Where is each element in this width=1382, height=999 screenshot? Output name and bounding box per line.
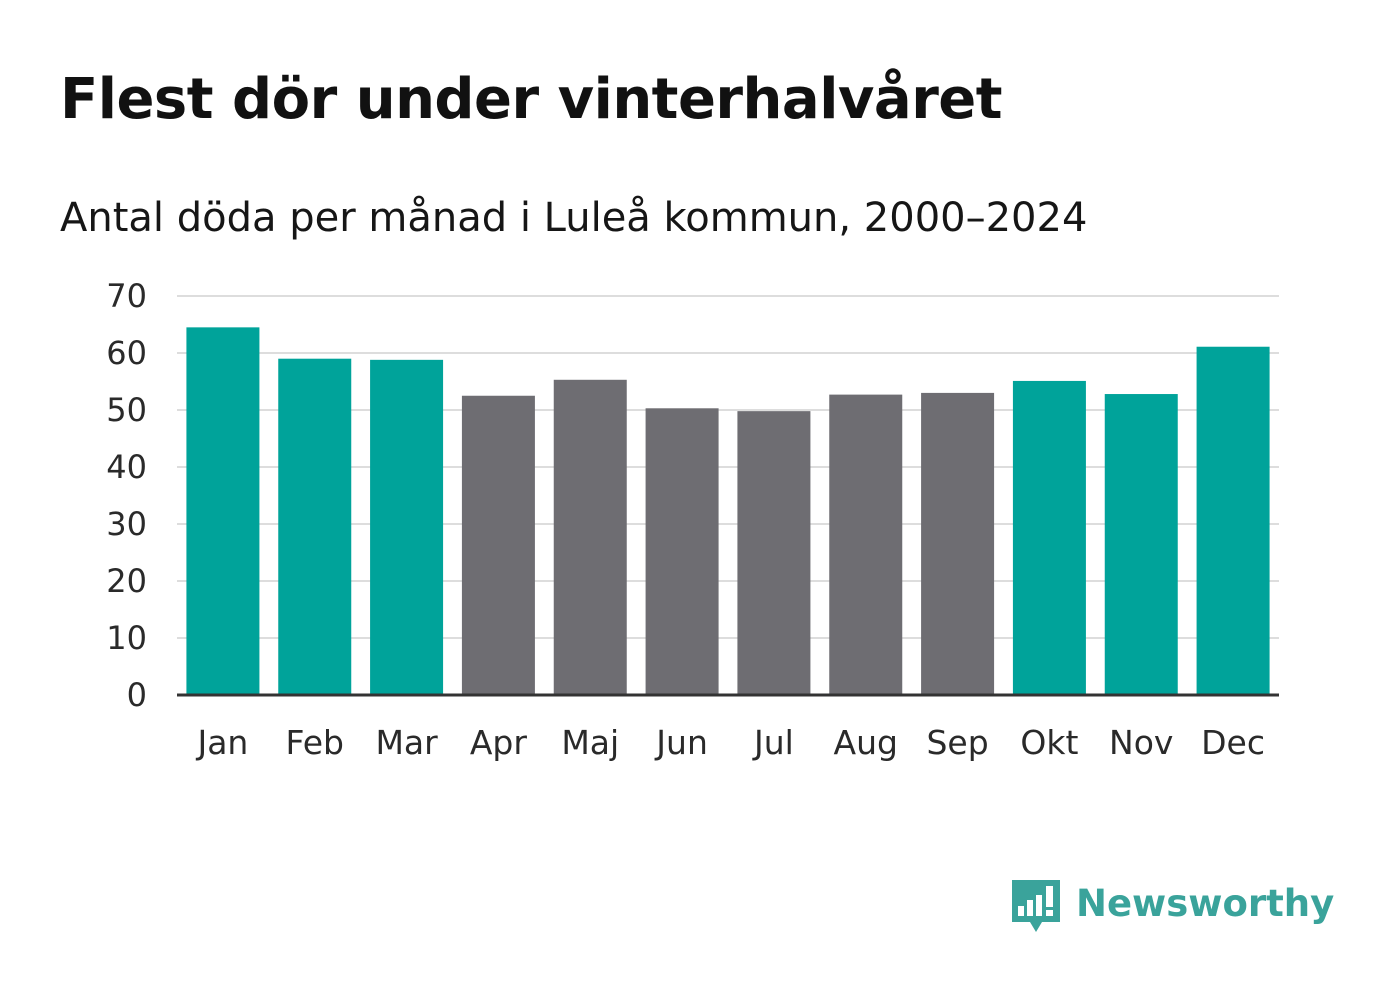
y-tick-label: 40 — [106, 448, 147, 486]
bar-jul — [737, 411, 811, 695]
x-tick-label: Jul — [752, 723, 794, 762]
brand: Newsworthy — [1008, 876, 1334, 940]
bar-feb — [278, 358, 352, 695]
bar-dec — [1196, 346, 1270, 695]
y-tick-label: 10 — [106, 619, 147, 657]
brand-name: Newsworthy — [1076, 882, 1335, 925]
y-tick-label: 20 — [106, 562, 147, 600]
chart-subtitle: Antal döda per månad i Luleå kommun, 200… — [60, 195, 1088, 241]
y-tick-label: 70 — [106, 277, 147, 315]
x-tick-label: Mar — [375, 723, 438, 762]
bar-aug — [829, 394, 903, 695]
chart-title: Flest dör under vinterhalvåret — [60, 67, 1003, 132]
y-tick-label: 0 — [127, 676, 147, 714]
bar-jun — [645, 408, 719, 695]
bar-chart: 0 10 20 30 40 50 60 70 Jan Feb Mar Apr Maj Jun Jul Aug… — [106, 277, 1279, 762]
bar-nov — [1104, 394, 1178, 695]
newsworthy-logo-icon — [1012, 880, 1060, 932]
x-tick-label: Dec — [1201, 723, 1265, 762]
x-tick-label: Okt — [1020, 723, 1078, 762]
y-tick-label: 50 — [106, 391, 147, 429]
gridlines — [177, 295, 1279, 639]
x-tick-label: Sep — [926, 723, 988, 762]
x-tick-label: Aug — [834, 723, 898, 762]
y-tick-label: 60 — [106, 334, 147, 372]
x-tick-label: Maj — [561, 723, 619, 762]
bars — [186, 327, 1270, 695]
x-tick-label: Nov — [1109, 723, 1173, 762]
bar-okt — [1012, 380, 1086, 695]
x-tick-label: Apr — [470, 723, 528, 762]
bar-apr — [461, 395, 535, 695]
bar-sep — [921, 392, 995, 695]
y-axis-ticks: 0 10 20 30 40 50 60 70 — [106, 277, 147, 714]
x-tick-label: Feb — [286, 723, 344, 762]
bar-maj — [553, 379, 627, 695]
bar-mar — [370, 359, 444, 695]
bar-jan — [186, 327, 260, 695]
x-tick-label: Jun — [654, 723, 708, 762]
y-tick-label: 30 — [106, 505, 147, 543]
x-axis-ticks: Jan Feb Mar Apr Maj Jun Jul Aug Sep Okt Nov Dec — [195, 723, 1265, 762]
x-tick-label: Jan — [195, 723, 248, 762]
